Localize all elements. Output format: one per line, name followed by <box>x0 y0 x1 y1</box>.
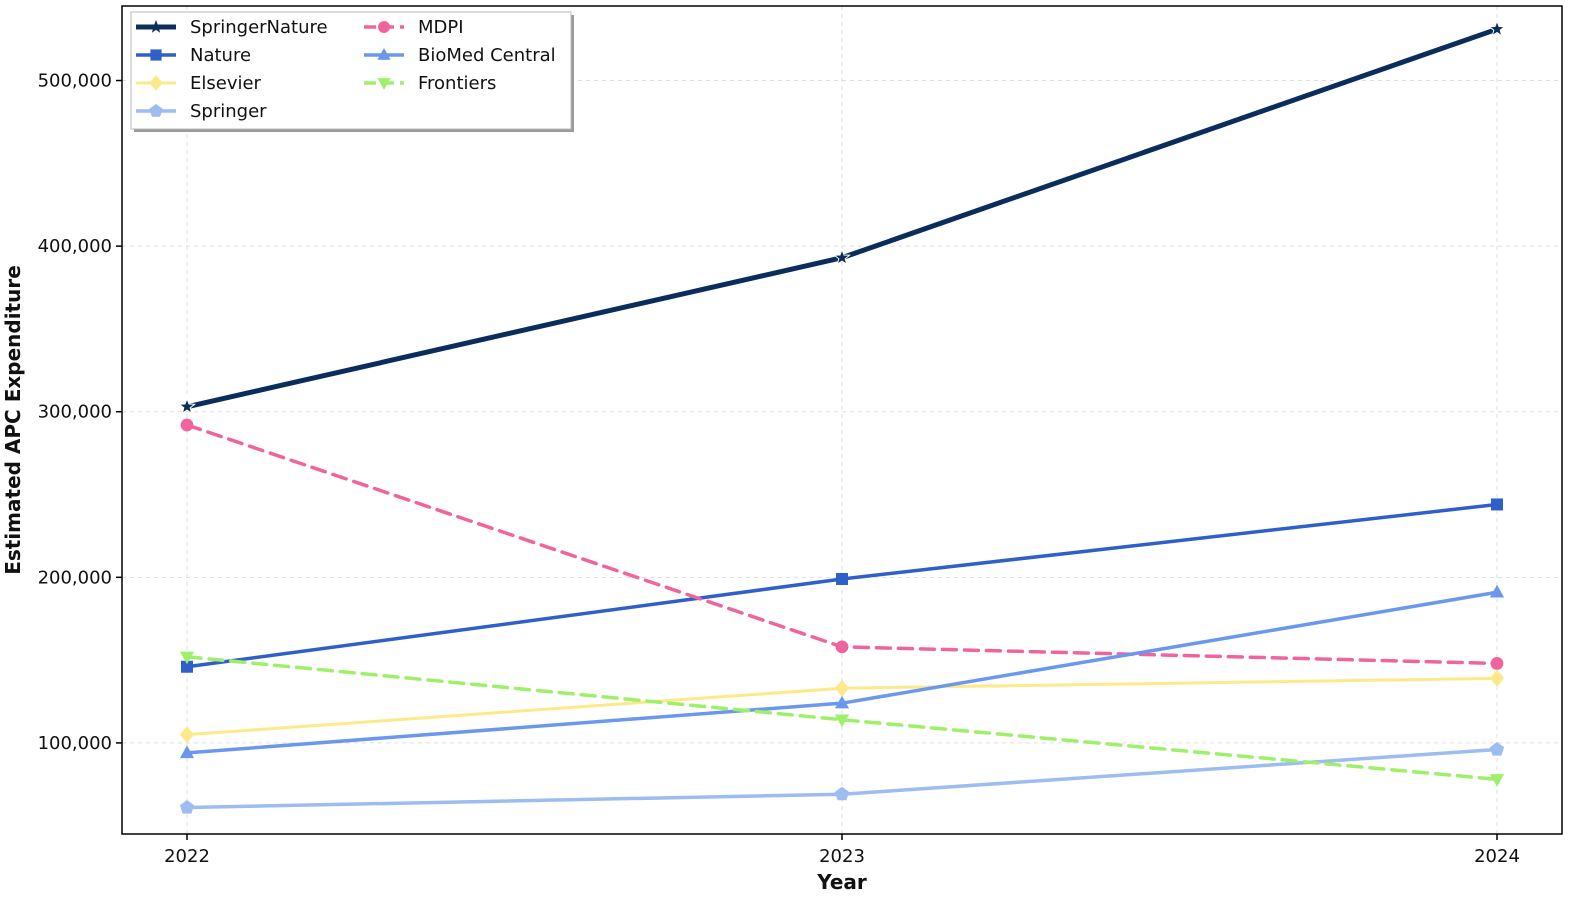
data-point-nature <box>836 572 848 585</box>
data-point-biomed-central <box>179 745 195 759</box>
legend-marker-frontiers <box>377 78 391 90</box>
y-tick-label: 300,000 <box>38 402 112 423</box>
axes: 100,000 200,000 300,000 400,000 500,000 2022 2… <box>38 71 1520 867</box>
data-point-springernature <box>178 397 196 415</box>
legend-item-biomed-central: BioMed Central <box>364 45 556 66</box>
data-point-mdpi <box>835 640 849 654</box>
series-frontiers <box>179 651 1505 787</box>
legend-label: SpringerNature <box>190 17 328 38</box>
legend-label: Frontiers <box>418 73 496 94</box>
legend-marker-biomed-central <box>377 48 391 60</box>
legend-marker-springernature <box>149 20 163 33</box>
legend-marker-springer <box>149 104 163 117</box>
legend-label: Springer <box>190 101 267 122</box>
legend: SpringerNature Nature Elsevier Springer MDPI… <box>130 11 574 132</box>
series-mdpi <box>180 418 1504 670</box>
legend-item-springernature: SpringerNature <box>136 17 328 38</box>
y-axis-title: Estimated APC Expenditure <box>1 265 25 575</box>
data-point-elsevier <box>834 679 850 697</box>
data-point-springernature <box>833 248 851 266</box>
data-point-biomed-central <box>1489 584 1505 598</box>
data-point-springernature <box>1488 19 1506 37</box>
data-point-springer <box>834 786 850 801</box>
y-tick-label: 200,000 <box>38 567 112 588</box>
legend-item-frontiers: Frontiers <box>364 73 496 94</box>
legend-item-elsevier: Elsevier <box>136 73 262 94</box>
series-lines <box>178 19 1506 814</box>
data-point-elsevier <box>179 726 195 744</box>
legend-label: Elsevier <box>190 73 262 94</box>
legend-box <box>130 11 572 130</box>
series-line-frontiers <box>185 655 1499 782</box>
series-nature <box>181 498 1503 673</box>
data-point-elsevier <box>1489 669 1505 687</box>
series-elsevier <box>179 669 1505 744</box>
data-point-frontiers <box>179 651 195 665</box>
legend-marker-mdpi <box>378 21 390 33</box>
legend-item-mdpi: MDPI <box>364 17 464 38</box>
x-axis-title: Year <box>816 870 867 894</box>
legend-label: BioMed Central <box>418 45 556 66</box>
y-tick-label: 100,000 <box>38 733 112 754</box>
data-point-mdpi <box>1490 657 1504 670</box>
y-tick-label: 400,000 <box>38 236 112 257</box>
x-tick-label: 2022 <box>164 846 210 867</box>
legend-item-springer: Springer <box>136 101 267 122</box>
legend-label: Nature <box>190 45 251 66</box>
x-tick-label: 2023 <box>819 846 865 867</box>
series-springernature <box>178 19 1506 415</box>
legend-label: MDPI <box>418 17 464 38</box>
legend-marker-nature <box>150 49 162 61</box>
legend-marker-elsevier <box>149 75 163 91</box>
series-biomed-central <box>179 584 1505 759</box>
data-point-biomed-central <box>834 695 850 709</box>
data-point-nature <box>1491 498 1503 511</box>
data-point-frontiers <box>834 714 850 728</box>
x-tick-label: 2024 <box>1474 846 1520 867</box>
data-point-springer <box>1489 742 1505 756</box>
series-springer <box>179 742 1505 814</box>
data-point-mdpi <box>180 418 194 432</box>
data-point-springer <box>179 800 195 814</box>
data-point-frontiers <box>1489 774 1505 787</box>
legend-item-nature: Nature <box>136 45 251 66</box>
y-tick-label: 500,000 <box>38 71 112 92</box>
data-point-nature <box>181 660 193 673</box>
